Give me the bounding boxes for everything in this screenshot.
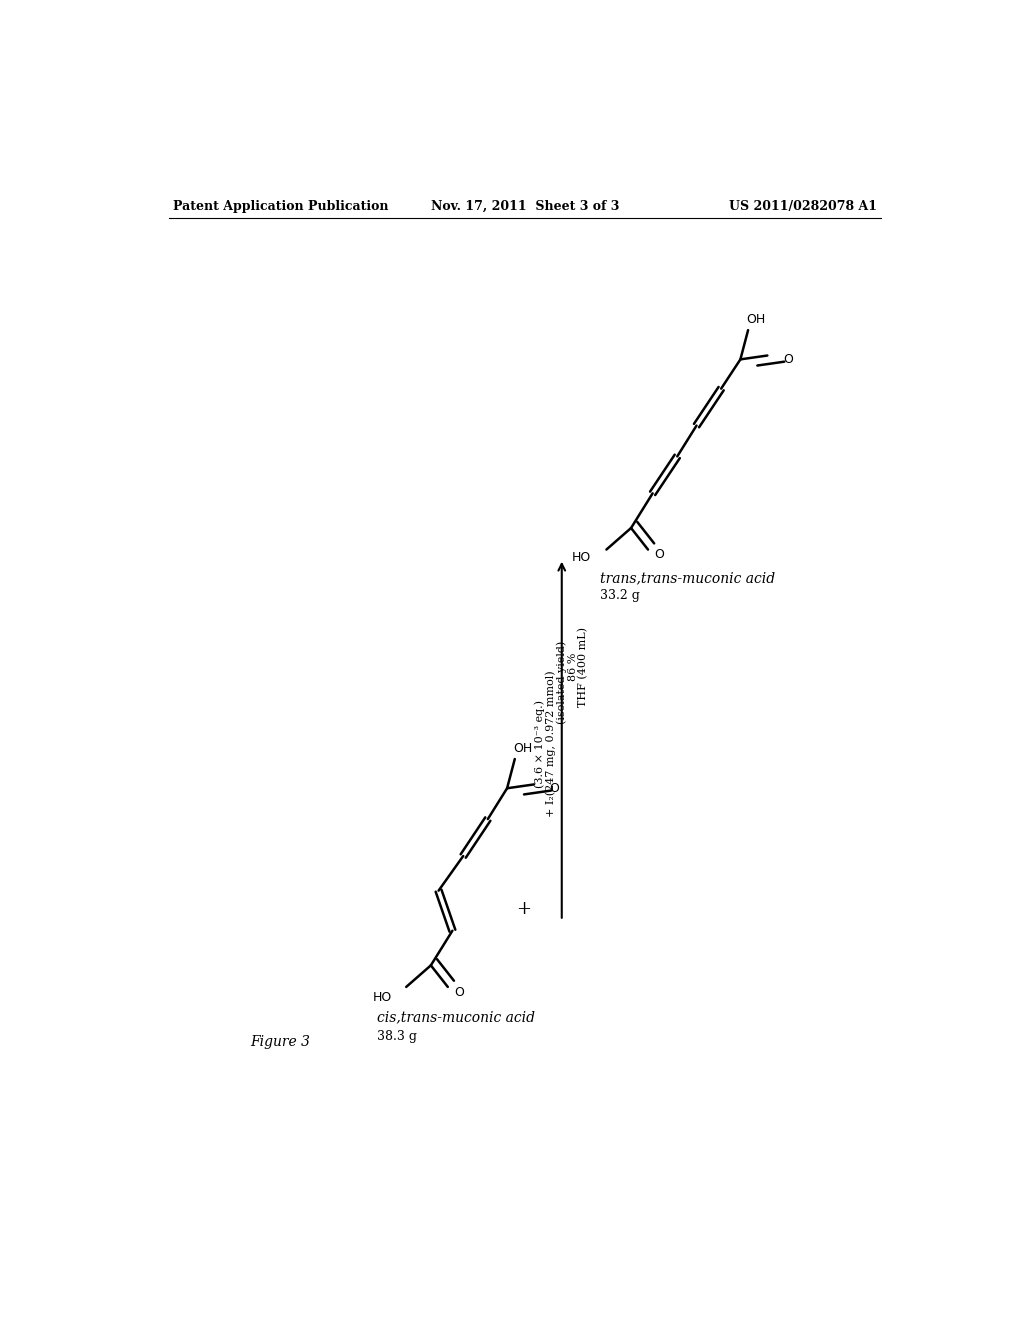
Text: Figure 3: Figure 3: [250, 1035, 310, 1049]
Text: trans,trans-muconic acid: trans,trans-muconic acid: [600, 572, 775, 585]
Text: cis,trans-muconic acid: cis,trans-muconic acid: [377, 1010, 535, 1024]
Text: OH: OH: [746, 313, 766, 326]
Text: + I₂(247 mg, 0.972 mmol): + I₂(247 mg, 0.972 mmol): [546, 671, 556, 817]
Text: HO: HO: [373, 991, 392, 1005]
Text: 38.3 g: 38.3 g: [377, 1030, 417, 1043]
Text: 33.2 g: 33.2 g: [600, 589, 640, 602]
Text: O: O: [454, 986, 464, 999]
Text: O: O: [654, 548, 664, 561]
Text: THF (400 mL): THF (400 mL): [579, 627, 589, 706]
Text: HO: HO: [571, 550, 591, 564]
Text: US 2011/0282078 A1: US 2011/0282078 A1: [729, 199, 878, 213]
Text: O: O: [550, 781, 559, 795]
Text: (isolated yield): (isolated yield): [556, 640, 567, 723]
Text: O: O: [782, 352, 793, 366]
Text: (3.6 × 10⁻³ eq.): (3.6 × 10⁻³ eq.): [535, 700, 546, 788]
Text: 86 %: 86 %: [567, 652, 578, 681]
Text: +: +: [516, 900, 530, 919]
Text: Patent Application Publication: Patent Application Publication: [173, 199, 388, 213]
Text: Nov. 17, 2011  Sheet 3 of 3: Nov. 17, 2011 Sheet 3 of 3: [431, 199, 618, 213]
Text: OH: OH: [513, 742, 532, 755]
